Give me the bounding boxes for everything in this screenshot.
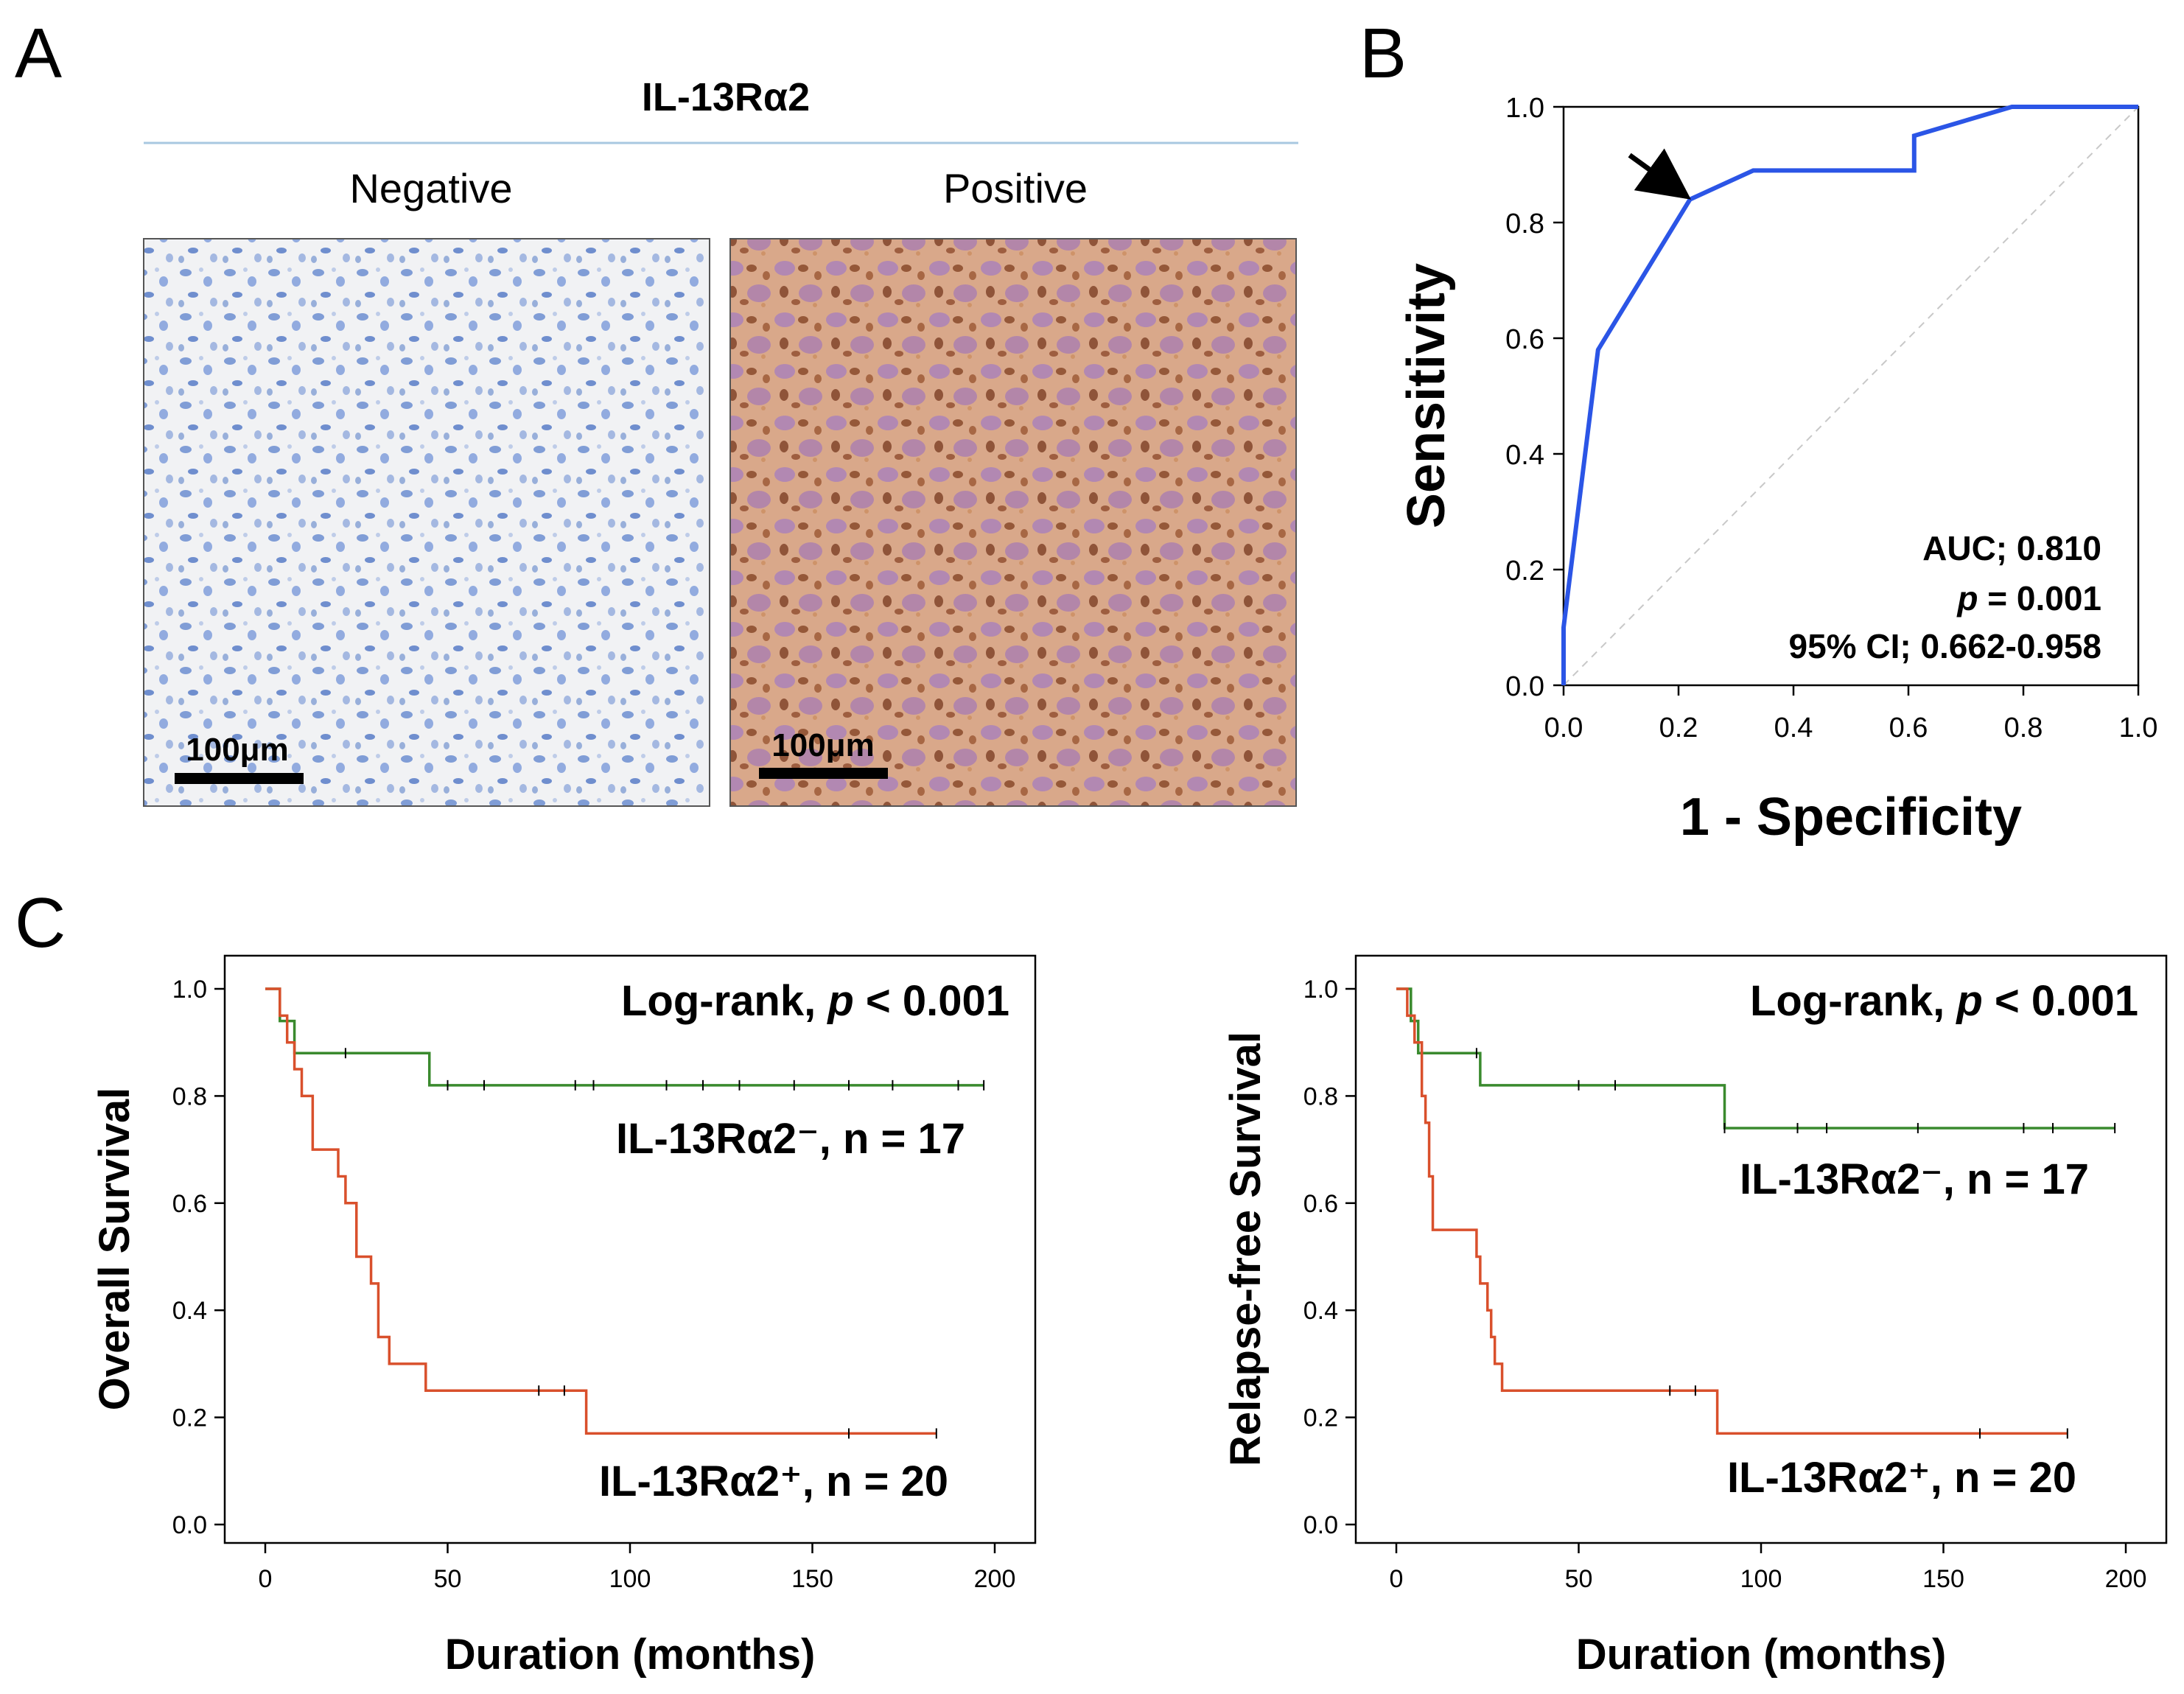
rfs-y-tick-label: 0.6 — [1303, 1190, 1338, 1218]
negative-scale-bar — [175, 773, 304, 784]
rfs-y-tick-label: 1.0 — [1303, 976, 1338, 1004]
os-y-tick-label: 0.6 — [172, 1190, 207, 1218]
rfs-x-axis-title: Duration (months) — [1576, 1631, 1947, 1679]
rfs-x-tick-label: 150 — [1922, 1565, 1964, 1593]
roc-p-annotation: p = 0.001 — [1956, 579, 2101, 617]
os-logrank-p: p — [826, 977, 853, 1025]
rfs-y-tick-label: 0.8 — [1303, 1082, 1338, 1110]
roc-y-tick-label: 0.4 — [1505, 440, 1544, 471]
panel-a-letter: A — [15, 14, 62, 93]
rfs-logrank-p: p — [1955, 977, 1982, 1025]
rfs-y-axis-title: Relapse-free Survival — [1222, 1032, 1270, 1466]
os-x-tick-label: 0 — [259, 1565, 273, 1593]
os-x-axis-title: Duration (months) — [445, 1631, 816, 1679]
roc-y-axis-title: Sensitivity — [1397, 263, 1456, 528]
os-y-tick-label: 0.8 — [172, 1082, 207, 1110]
roc-y-tick-label: 0.6 — [1505, 324, 1544, 355]
os-logrank-post: < 0.001 — [854, 977, 1009, 1025]
roc-optimal-cutoff-arrow — [1628, 148, 1691, 200]
rfs-negative-curve — [1396, 987, 2115, 1130]
negative-label: Negative — [349, 165, 512, 211]
roc-x-tick-label: 0.0 — [1544, 713, 1583, 743]
os-plot-frame — [223, 954, 1037, 1544]
panel-b-letter: B — [1359, 14, 1407, 93]
negative-image: 100μm — [143, 238, 710, 807]
negative-scale-label: 100μm — [186, 732, 288, 768]
os-chart: 0 50 100 150 200 0.0 0.2 0.4 0.6 0.8 1.0 Duration … — [91, 954, 1037, 1679]
roc-y-tick-label: 0.8 — [1505, 209, 1544, 239]
rfs-x-tick-label: 0 — [1390, 1565, 1404, 1593]
os-y-tick-label: 1.0 — [172, 976, 207, 1004]
rfs-x-tick-label: 200 — [2105, 1565, 2147, 1593]
rfs-x-tick-label: 100 — [1740, 1565, 1782, 1593]
os-x-tick-label: 50 — [434, 1565, 462, 1593]
rfs-chart: 0 50 100 150 200 0.0 0.2 0.4 0.6 0.8 1.0 Duration … — [1222, 954, 2168, 1679]
rfs-positive-group-label: IL-13Rα2⁺, n = 20 — [1727, 1454, 2076, 1502]
positive-label: Positive — [943, 165, 1088, 211]
os-positive-group-label: IL-13Rα2⁺, n = 20 — [599, 1457, 948, 1505]
os-x-tick-label: 150 — [791, 1565, 833, 1593]
roc-p-value: = 0.001 — [1978, 579, 2101, 617]
roc-ci-annotation: 95% CI; 0.662-0.958 — [1789, 627, 2102, 665]
os-y-tick-label: 0.0 — [172, 1511, 207, 1539]
roc-y-tick-label: 1.0 — [1505, 93, 1544, 124]
positive-image: 100μm — [729, 238, 1297, 807]
roc-x-tick-label: 1.0 — [2119, 713, 2158, 743]
roc-p-letter: p — [1956, 579, 1978, 617]
os-y-axis-title: Overall Survival — [91, 1088, 139, 1410]
os-x-tick-label: 100 — [609, 1565, 651, 1593]
roc-reference-line — [1563, 106, 2139, 686]
roc-x-tick-label: 0.4 — [1774, 713, 1813, 743]
os-logrank-pre: Log-rank, — [621, 977, 827, 1025]
roc-curve — [1561, 105, 2138, 685]
roc-x-tick-label: 0.2 — [1659, 713, 1698, 743]
rfs-positive-curve — [1396, 987, 2068, 1435]
roc-x-axis-title: 1 - Specificity — [1680, 788, 2022, 847]
os-positive-curve — [265, 987, 937, 1435]
roc-y-tick-label: 0.2 — [1505, 556, 1544, 587]
os-y-tick-label: 0.4 — [172, 1297, 207, 1325]
rfs-y-tick-label: 0.0 — [1303, 1511, 1338, 1539]
roc-x-tick-label: 0.8 — [2004, 713, 2043, 743]
positive-scale-bar — [759, 768, 888, 779]
roc-auc-annotation: AUC; 0.810 — [1922, 529, 2101, 567]
os-negative-group-label: IL-13Rα2⁻, n = 17 — [616, 1115, 965, 1163]
os-y-tick-label: 0.2 — [172, 1404, 207, 1432]
rfs-logrank-pre: Log-rank, — [1750, 977, 1956, 1025]
positive-scale-label: 100μm — [771, 727, 874, 763]
roc-x-tick-label: 0.6 — [1889, 713, 1928, 743]
rfs-logrank-post: < 0.001 — [1983, 977, 2138, 1025]
roc-y-tick-label: 0.0 — [1505, 671, 1544, 702]
panel-a-title: IL-13Rα2 — [642, 75, 810, 119]
rfs-negative-group-label: IL-13Rα2⁻, n = 17 — [1740, 1155, 2089, 1203]
rfs-y-tick-label: 0.2 — [1303, 1404, 1338, 1432]
rfs-y-tick-label: 0.4 — [1303, 1297, 1338, 1325]
panel-c-letter: C — [15, 883, 66, 962]
rfs-x-tick-label: 50 — [1565, 1565, 1593, 1593]
roc-chart: 0.0 0.2 0.4 0.6 0.8 1.0 0.0 0.2 0.4 0.6 0.8 1.0 1 -… — [1397, 93, 2157, 847]
os-logrank-annotation: Log-rank, p < 0.001 — [621, 977, 1009, 1025]
roc-plot-frame — [1562, 105, 2140, 687]
rfs-logrank-annotation: Log-rank, p < 0.001 — [1750, 977, 2138, 1025]
os-x-tick-label: 200 — [974, 1565, 1016, 1593]
